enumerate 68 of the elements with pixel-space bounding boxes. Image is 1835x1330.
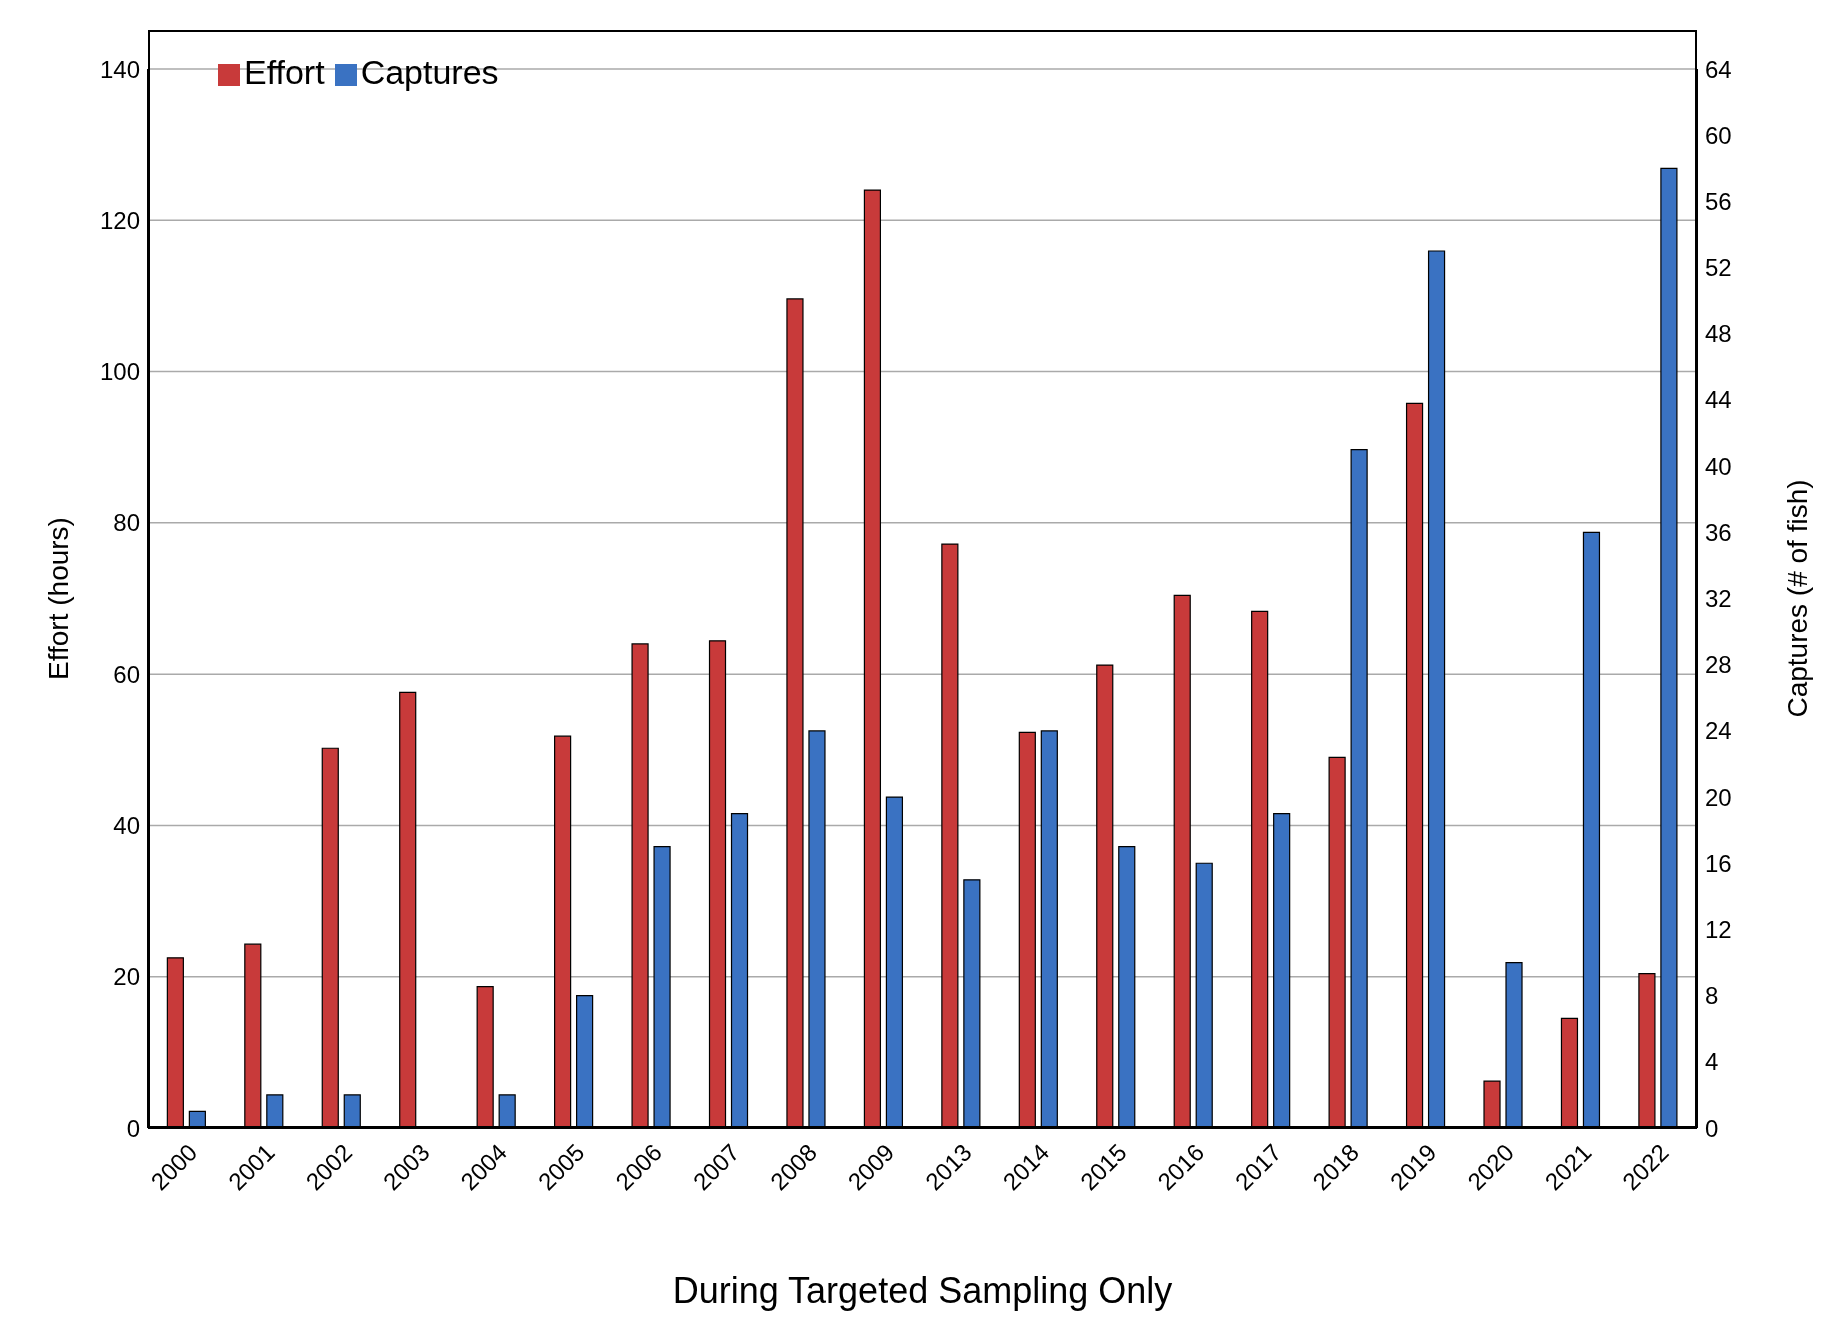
bar — [708, 640, 727, 1128]
y2-tick-label: 36 — [1705, 518, 1732, 546]
y2-tick-label: 56 — [1705, 187, 1732, 215]
y-tick-label: 40 — [113, 811, 140, 839]
bar — [1660, 167, 1678, 1128]
y-tick-label: 20 — [113, 963, 140, 991]
y2-tick-label: 4 — [1705, 1048, 1719, 1076]
bar — [1638, 973, 1656, 1128]
y2-tick-label: 0 — [1705, 1114, 1719, 1142]
bar — [1560, 1017, 1579, 1128]
bar — [1040, 730, 1058, 1128]
y2-tick-label: 24 — [1705, 717, 1732, 745]
y-tick-label: 140 — [99, 55, 140, 83]
bar — [786, 298, 804, 1128]
bar — [1096, 664, 1114, 1128]
bar — [1505, 961, 1523, 1128]
legend-label: Captures — [360, 53, 499, 91]
bar — [863, 189, 882, 1128]
bar — [244, 943, 262, 1128]
y2-tick-label: 8 — [1705, 982, 1719, 1010]
bar — [730, 813, 749, 1128]
bar — [1273, 813, 1291, 1128]
y-tick-label: 0 — [126, 1114, 140, 1142]
bar — [166, 957, 184, 1128]
legend-label: Effort — [244, 53, 325, 91]
y-axis-title: Effort (hours) — [42, 517, 74, 680]
bar — [963, 879, 981, 1128]
bar — [1195, 862, 1213, 1128]
y2-tick-label: 28 — [1705, 651, 1732, 679]
bar — [1582, 531, 1601, 1128]
y2-axis-title: Captures (# of fish) — [1781, 479, 1813, 718]
y-tick-label: 100 — [99, 358, 140, 386]
bar — [1350, 448, 1368, 1128]
bar — [343, 1094, 361, 1128]
bar — [885, 796, 904, 1128]
y-tick-label: 80 — [113, 509, 140, 537]
bar — [498, 1094, 516, 1128]
bar — [476, 985, 494, 1128]
y2-tick-label: 48 — [1705, 320, 1732, 348]
y2-tick-label: 40 — [1705, 452, 1732, 480]
bar — [266, 1094, 284, 1128]
y2-tick-label: 52 — [1705, 254, 1732, 282]
bar — [808, 730, 826, 1128]
bar — [941, 543, 959, 1128]
y-tick-label: 120 — [99, 206, 140, 234]
bar — [1405, 402, 1424, 1128]
y2-tick-label: 60 — [1705, 121, 1732, 149]
bar — [1251, 610, 1269, 1128]
bar — [631, 643, 649, 1128]
bar — [1328, 756, 1346, 1128]
y2-tick-label: 16 — [1705, 849, 1732, 877]
bar — [1483, 1080, 1501, 1128]
bar — [1427, 250, 1446, 1128]
bar — [399, 691, 417, 1128]
y2-tick-label: 12 — [1705, 915, 1732, 943]
bar — [1018, 731, 1036, 1128]
y2-tick-label: 32 — [1705, 585, 1732, 613]
y2-tick-label: 64 — [1705, 55, 1732, 83]
bar — [653, 846, 671, 1128]
x-axis-title: During Targeted Sampling Only — [672, 1270, 1173, 1311]
bar — [1118, 846, 1136, 1128]
bar — [321, 747, 339, 1128]
y2-tick-label: 20 — [1705, 783, 1732, 811]
bar — [1173, 594, 1191, 1128]
bar — [554, 735, 572, 1128]
y-tick-label: 60 — [113, 660, 140, 688]
y2-tick-label: 44 — [1705, 386, 1732, 414]
bar — [576, 995, 594, 1128]
